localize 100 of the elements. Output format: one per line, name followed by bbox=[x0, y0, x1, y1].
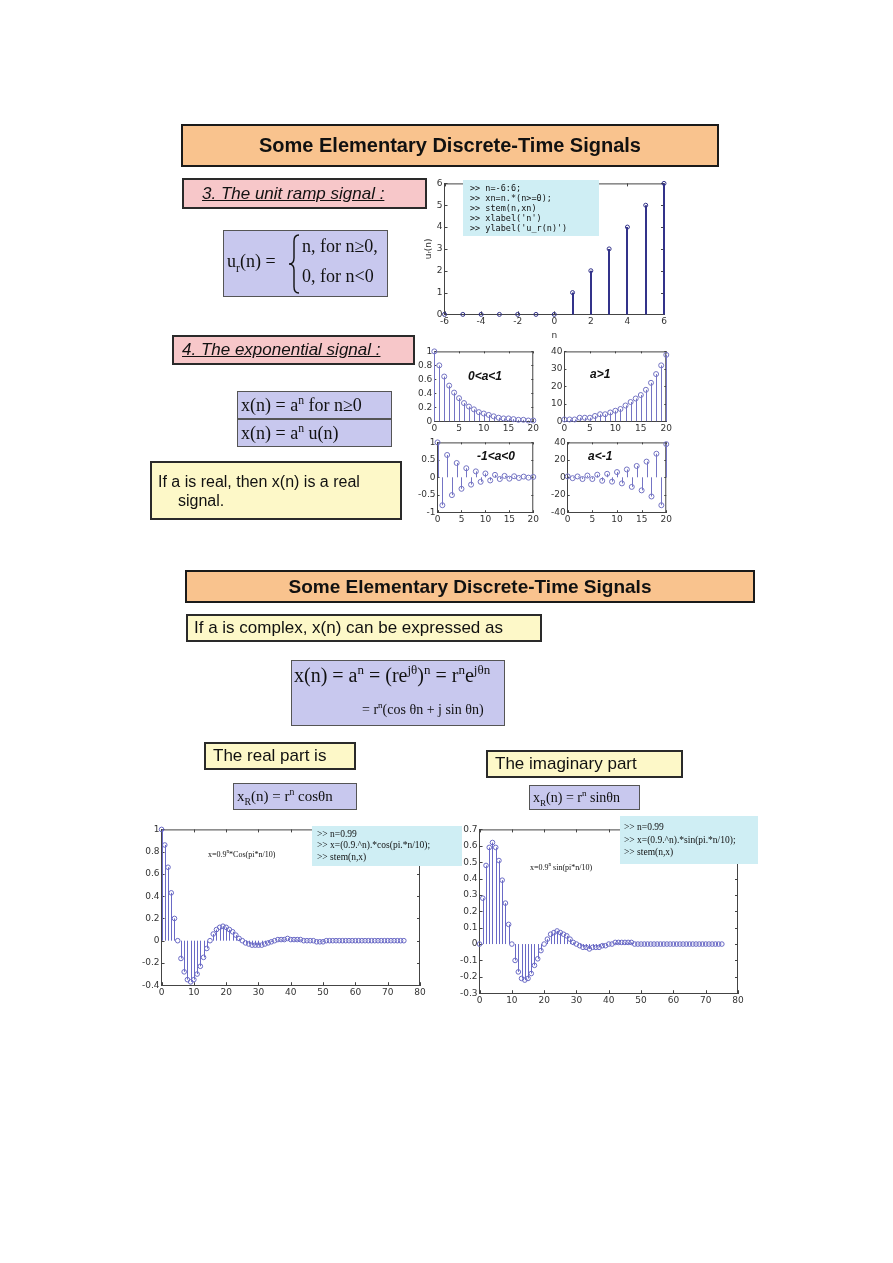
x-tick-label: 15 bbox=[635, 513, 648, 524]
y-tick-label: 0.8 bbox=[417, 359, 433, 370]
y-tick-label: 0.3 bbox=[463, 889, 478, 900]
text: 4. The exponential signal : bbox=[182, 340, 381, 360]
x-tick-label: 20 bbox=[527, 422, 540, 433]
chart-title: Some Elementary Discrete-Time Signals bbox=[258, 134, 641, 157]
y-tick-label: 6 bbox=[436, 177, 443, 188]
x-tick-label: 40 bbox=[603, 994, 615, 1005]
x-tick-label: 15 bbox=[502, 422, 515, 433]
x-tick-label: -6 bbox=[440, 316, 450, 327]
y-tick-label: 0.2 bbox=[145, 912, 160, 923]
text: = r$^{n}$(cos θn + j sin θn) bbox=[362, 700, 484, 718]
y-tick-label: 4 bbox=[436, 221, 443, 232]
y-tick-label: 0.2 bbox=[463, 905, 478, 916]
text: x$_{R}$(n) = r$^{n}$ cosθn bbox=[237, 786, 333, 807]
x-tick-label: 10 bbox=[478, 422, 490, 433]
annotation: 0<a<1 bbox=[468, 369, 503, 384]
y-tick-label: 1 bbox=[153, 823, 160, 834]
y-tick-label: -0.3 bbox=[460, 987, 478, 998]
x-tick-label: 10 bbox=[506, 994, 518, 1005]
y-tick-label: 20 bbox=[554, 454, 566, 465]
y-tick-label: 0 bbox=[153, 935, 160, 946]
x-tick-label: 20 bbox=[220, 986, 233, 997]
y-tick-label: 0.1 bbox=[463, 922, 478, 933]
y-tick-label: 0.4 bbox=[145, 890, 160, 901]
y-tick-label: -20 bbox=[551, 489, 566, 500]
y-tick-label: 2 bbox=[436, 265, 443, 276]
y-tick-label: 5 bbox=[436, 199, 443, 210]
y-tick-label: 3 bbox=[436, 243, 443, 254]
x-tick-label: 30 bbox=[252, 986, 265, 997]
annotation: >> n=0.99 >> x=(0.9.^n).*cos(pi.*n/10); >> stem(n,x) bbox=[317, 828, 431, 864]
text: If a is complex, x(n) can be expressed as bbox=[194, 618, 503, 638]
text: 3. The unit ramp signal : bbox=[202, 183, 385, 204]
y-tick-label: 0 bbox=[471, 938, 478, 949]
x-tick-label: 60 bbox=[667, 994, 680, 1005]
x-tick-label: 10 bbox=[479, 513, 492, 524]
text: x(n) = a$^{n}$ for n≥0 bbox=[241, 393, 362, 416]
y-tick-label: -40 bbox=[551, 506, 566, 517]
x-tick-label: 60 bbox=[349, 986, 362, 997]
y-tick-label: 1 bbox=[436, 286, 443, 297]
y-tick-label: 0.6 bbox=[463, 840, 478, 851]
x-tick-label: 5 bbox=[589, 513, 596, 524]
y-tick-label: 0 bbox=[426, 415, 433, 426]
x-tick-label: 15 bbox=[635, 422, 647, 433]
x-tick-label: 20 bbox=[538, 994, 551, 1005]
y-tick-label: 0.5 bbox=[463, 856, 478, 867]
text: Some Elementary Discrete-Time Signals bbox=[288, 575, 652, 598]
text: The real part is bbox=[213, 746, 327, 766]
x-tick-label: 80 bbox=[732, 994, 744, 1005]
x-axis-title: n bbox=[551, 329, 558, 340]
y-tick-label: -0.4 bbox=[142, 979, 160, 990]
code-panel: >> n=0.99 >> x=(0.9.^n).*sin(pi.*n/10); >> stem(n,x) bbox=[620, 816, 758, 864]
y-tick-label: 0.4 bbox=[463, 872, 478, 883]
x-tick-label: 70 bbox=[699, 994, 712, 1005]
y-tick-label: -1 bbox=[426, 506, 436, 517]
text: n, for n≥0, bbox=[302, 236, 378, 257]
y-tick-label: 0.8 bbox=[145, 846, 160, 856]
x-tick-label: 80 bbox=[414, 986, 426, 997]
text: x(n) = a$^{n}$ u(n) bbox=[241, 421, 339, 444]
y-tick-label: 0.6 bbox=[145, 868, 160, 879]
x-tick-label: 20 bbox=[660, 513, 673, 524]
y-tick-label: 0 bbox=[429, 471, 436, 482]
y-tick-label: 0.7 bbox=[463, 823, 478, 834]
annotation: x=0.9$^{n}$*Cos(pi*n/10) bbox=[208, 848, 276, 860]
x-tick-label: 30 bbox=[570, 994, 583, 1005]
text: 0, for n<0 bbox=[302, 266, 374, 287]
annotation: >> n=-6:6; >> xn=n.*(n>=0); >> stem(n,xn) >> xlabel('n') >> ylabel('u_r(n)') bbox=[470, 183, 568, 233]
y-tick-label: 20 bbox=[551, 380, 563, 391]
y-tick-label: 1 bbox=[429, 436, 436, 447]
y-tick-label: -0.2 bbox=[142, 957, 160, 968]
y-tick-label: 1 bbox=[426, 345, 433, 356]
x-tick-label: 20 bbox=[660, 422, 673, 433]
x-tick-label: 5 bbox=[587, 422, 593, 433]
annotation: >> n=0.99 >> x=(0.9.^n).*sin(pi.*n/10); >> stem(n,x) bbox=[624, 821, 736, 859]
x-tick-label: 15 bbox=[503, 513, 516, 524]
annotation: a<-1 bbox=[588, 449, 613, 464]
text: u$_{r}$(n) = bbox=[227, 251, 276, 275]
y-tick-label: 0 bbox=[559, 471, 566, 482]
y-tick-label: 0.5 bbox=[421, 454, 436, 465]
x-tick-label: 6 bbox=[661, 316, 668, 327]
x-tick-label: 10 bbox=[611, 513, 623, 524]
annotation: x=0.9$^{n}$ sin(pi*n/10) bbox=[530, 861, 593, 873]
x-tick-label: 4 bbox=[624, 316, 631, 327]
annotation: a>1 bbox=[590, 367, 611, 382]
x-tick-label: 10 bbox=[609, 422, 622, 433]
x-tick-label: 10 bbox=[188, 986, 200, 997]
x-tick-label: 50 bbox=[317, 986, 330, 997]
y-tick-label: -0.2 bbox=[460, 971, 478, 982]
y-tick-label: 30 bbox=[551, 363, 563, 374]
text: The imaginary part bbox=[495, 754, 637, 774]
y-tick-label: 0 bbox=[556, 415, 563, 426]
y-tick-label: 0.2 bbox=[417, 401, 433, 412]
x-tick-label: -2 bbox=[513, 316, 523, 327]
y-tick-label: -0.5 bbox=[418, 489, 436, 500]
code-panel: >> n=-6:6; >> xn=n.*(n>=0); >> stem(n,xn) >> xlabel('n') >> ylabel('u_r(n)') bbox=[463, 180, 599, 236]
x-tick-label: 2 bbox=[587, 316, 594, 327]
text: x$_{R}$(n) = r$^{n}$ sinθn bbox=[533, 787, 621, 808]
y-tick-label: 0 bbox=[436, 308, 443, 319]
text: x(n) = a$^{n}$ = (re$^{jθ}$)$^{n}$ = r$^{n}$e$^{jθn}$ bbox=[294, 662, 491, 686]
text: If a is real, then x(n) is a real signal. bbox=[158, 471, 361, 510]
